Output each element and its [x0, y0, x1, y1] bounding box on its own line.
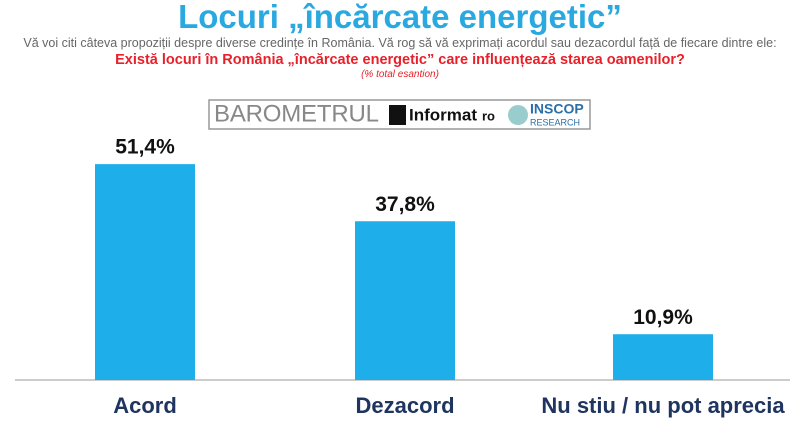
value-label: 10,9%	[633, 306, 693, 329]
question: Există locuri în România „încărcate ener…	[115, 52, 685, 68]
subtitle: Vă voi citi câteva propoziții despre div…	[8, 35, 792, 69]
x-tick-label: Acord	[113, 393, 177, 418]
value-label: 37,8%	[375, 193, 435, 216]
chart-title: Locuri „încărcate energetic”	[178, 0, 622, 35]
value-label: 51,4%	[115, 136, 175, 159]
logo-icon	[389, 105, 406, 125]
x-tick-label: Dezacord	[355, 393, 454, 418]
header: Locuri „încărcate energetic” Vă voi citi…	[0, 0, 800, 80]
bar	[95, 164, 195, 380]
logo-research: RESEARCH	[530, 117, 580, 127]
logo-inscop: INSCOP	[530, 101, 584, 117]
bar	[355, 221, 455, 380]
note: (% total esantion)	[361, 69, 439, 80]
x-tick-label: Nu stiu / nu pot aprecia	[541, 393, 785, 418]
intro: Vă voi citi câteva propoziții despre div…	[23, 36, 777, 50]
logo-informat-suffix: ro	[482, 108, 495, 123]
logo-circle	[508, 105, 528, 125]
bar	[613, 334, 713, 380]
logo-informat: Informat	[409, 105, 477, 124]
logo-barometer: BAROMETRUL	[214, 100, 379, 127]
